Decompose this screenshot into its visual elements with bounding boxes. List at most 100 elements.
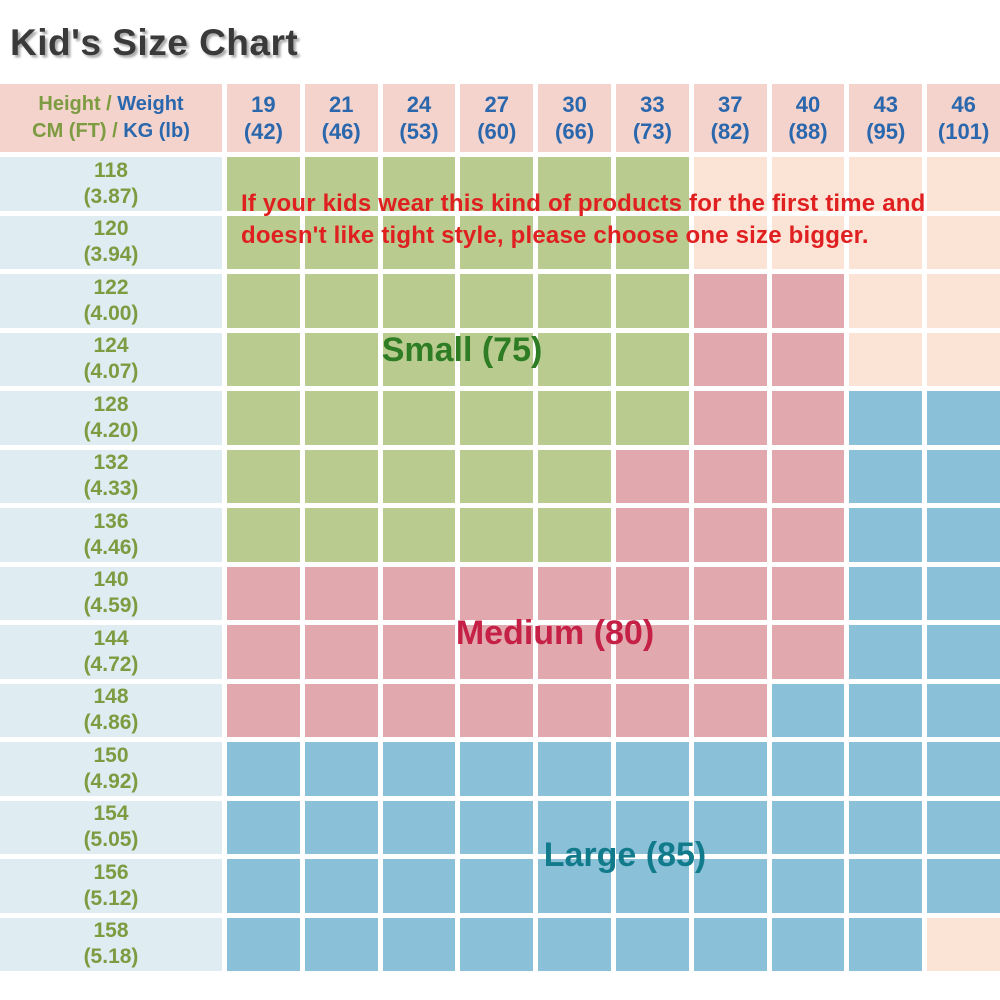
row-header-height: 156 (5.12) <box>0 859 222 913</box>
size-cell <box>227 566 300 620</box>
size-cell <box>771 917 845 971</box>
size-cell <box>538 859 611 913</box>
size-cell <box>616 449 689 503</box>
size-cell <box>849 742 923 796</box>
size-cell <box>304 800 378 854</box>
column-header-weight: 30 (66) <box>538 84 611 152</box>
size-cell <box>927 274 1000 328</box>
size-cell <box>227 449 300 503</box>
size-cell <box>227 683 300 737</box>
column-header-weight: 21 (46) <box>304 84 378 152</box>
size-cell <box>927 625 1000 679</box>
size-cell <box>693 274 767 328</box>
size-cell <box>849 274 923 328</box>
size-cell <box>693 157 767 211</box>
page-title: Kid's Size Chart <box>10 22 299 63</box>
size-chart-table: Height / Weight CM (FT) / KG (lb) 19 (42)… <box>0 84 1000 971</box>
column-header-weight: 19 (42) <box>227 84 300 152</box>
size-cell <box>616 566 689 620</box>
size-cell <box>304 332 378 386</box>
size-cell <box>616 625 689 679</box>
size-cell <box>927 917 1000 971</box>
row-header-height: 150 (4.92) <box>0 742 222 796</box>
size-cell <box>771 274 845 328</box>
size-cell <box>382 391 456 445</box>
size-cell <box>460 215 534 269</box>
size-cell <box>460 332 534 386</box>
size-cell <box>382 566 456 620</box>
size-cell <box>849 157 923 211</box>
column-header-weight: 33 (73) <box>616 84 689 152</box>
size-cell <box>927 859 1000 913</box>
size-cell <box>771 449 845 503</box>
size-cell <box>693 859 767 913</box>
height-label: Height / <box>38 93 112 115</box>
size-cell <box>304 274 378 328</box>
size-cell <box>693 683 767 737</box>
size-cell <box>304 683 378 737</box>
size-cell <box>927 215 1000 269</box>
size-cell <box>227 625 300 679</box>
size-cell <box>460 566 534 620</box>
size-cell <box>616 274 689 328</box>
size-cell <box>538 566 611 620</box>
size-cell <box>538 215 611 269</box>
size-cell <box>771 859 845 913</box>
size-cell <box>382 625 456 679</box>
size-cell <box>927 157 1000 211</box>
size-cell <box>693 800 767 854</box>
size-cell <box>849 566 923 620</box>
size-cell <box>771 332 845 386</box>
size-cell <box>616 742 689 796</box>
size-cell <box>227 508 300 562</box>
row-header-height: 118 (3.87) <box>0 157 222 211</box>
size-cell <box>227 800 300 854</box>
size-cell <box>382 683 456 737</box>
size-cell <box>382 508 456 562</box>
size-cell <box>616 508 689 562</box>
size-cell <box>382 800 456 854</box>
size-cell <box>693 566 767 620</box>
size-cell <box>460 742 534 796</box>
size-cell <box>538 917 611 971</box>
size-cell <box>849 449 923 503</box>
size-cell <box>849 391 923 445</box>
size-cell <box>927 508 1000 562</box>
size-cell <box>616 800 689 854</box>
row-header-height: 132 (4.33) <box>0 449 222 503</box>
size-cell <box>227 157 300 211</box>
size-cell <box>382 917 456 971</box>
size-cell <box>304 625 378 679</box>
column-header-weight: 43 (95) <box>849 84 923 152</box>
size-cell <box>460 800 534 854</box>
size-cell <box>771 391 845 445</box>
size-cell <box>927 449 1000 503</box>
size-cell <box>538 742 611 796</box>
row-header-height: 136 (4.46) <box>0 508 222 562</box>
row-header-height: 128 (4.20) <box>0 391 222 445</box>
column-header-weight: 37 (82) <box>693 84 767 152</box>
size-cell <box>849 625 923 679</box>
size-cell <box>771 157 845 211</box>
row-header-height: 120 (3.94) <box>0 215 222 269</box>
size-cell <box>304 449 378 503</box>
size-cell <box>382 215 456 269</box>
size-cell <box>538 508 611 562</box>
row-header-height: 124 (4.07) <box>0 332 222 386</box>
size-cell <box>771 508 845 562</box>
size-cell <box>771 742 845 796</box>
size-cell <box>693 391 767 445</box>
size-cell <box>538 391 611 445</box>
size-cell <box>227 859 300 913</box>
corner-line2: CM (FT) / KG (lb) <box>32 118 190 145</box>
size-cell <box>538 683 611 737</box>
size-cell <box>849 859 923 913</box>
column-header-weight: 40 (88) <box>771 84 845 152</box>
size-cell <box>304 508 378 562</box>
size-cell <box>460 683 534 737</box>
column-header-weight: 24 (53) <box>382 84 456 152</box>
size-cell <box>927 683 1000 737</box>
size-cell <box>927 742 1000 796</box>
size-cell <box>771 625 845 679</box>
corner-header-cell: Height / Weight CM (FT) / KG (lb) <box>0 84 222 152</box>
